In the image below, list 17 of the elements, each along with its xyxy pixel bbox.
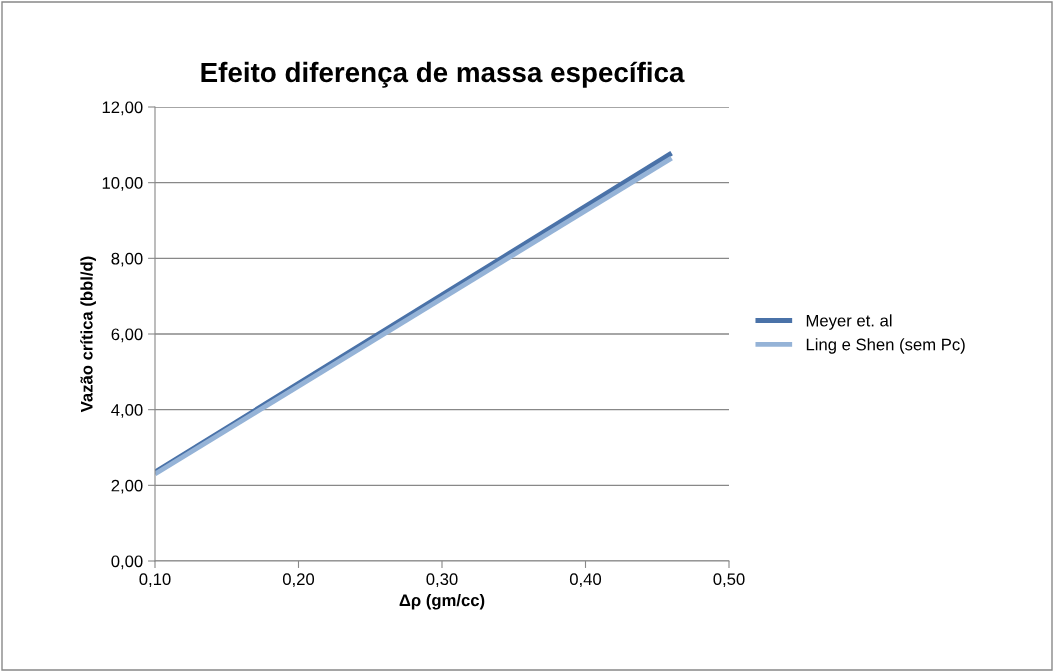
y-tick-label: 2,00 bbox=[111, 479, 143, 494]
legend-label: Ling e Shen (sem Pc) bbox=[806, 338, 965, 354]
legend-label: Meyer et. al bbox=[806, 314, 892, 330]
x-tick-label: 0,20 bbox=[282, 573, 315, 588]
x-tick-label: 0,40 bbox=[569, 573, 602, 588]
y-tick-label: 0,00 bbox=[111, 555, 143, 570]
x-axis-title: Δρ (gm/cc) bbox=[399, 593, 485, 610]
y-tick-label: 8,00 bbox=[111, 252, 143, 267]
y-axis-title: Vazão crítica (bbl/d) bbox=[80, 256, 96, 413]
x-tick-label: 0,10 bbox=[139, 573, 171, 588]
x-tick-label: 0,30 bbox=[426, 573, 458, 588]
y-tick-label: 4,00 bbox=[111, 404, 143, 418]
y-tick-label: 12,00 bbox=[102, 101, 143, 116]
chart-title: Efeito diferença de massa específica bbox=[201, 61, 685, 88]
y-tick-label: 10,00 bbox=[102, 177, 143, 191]
x-tick-label: 0,50 bbox=[713, 573, 745, 588]
y-tick-label: 6,00 bbox=[111, 328, 143, 343]
